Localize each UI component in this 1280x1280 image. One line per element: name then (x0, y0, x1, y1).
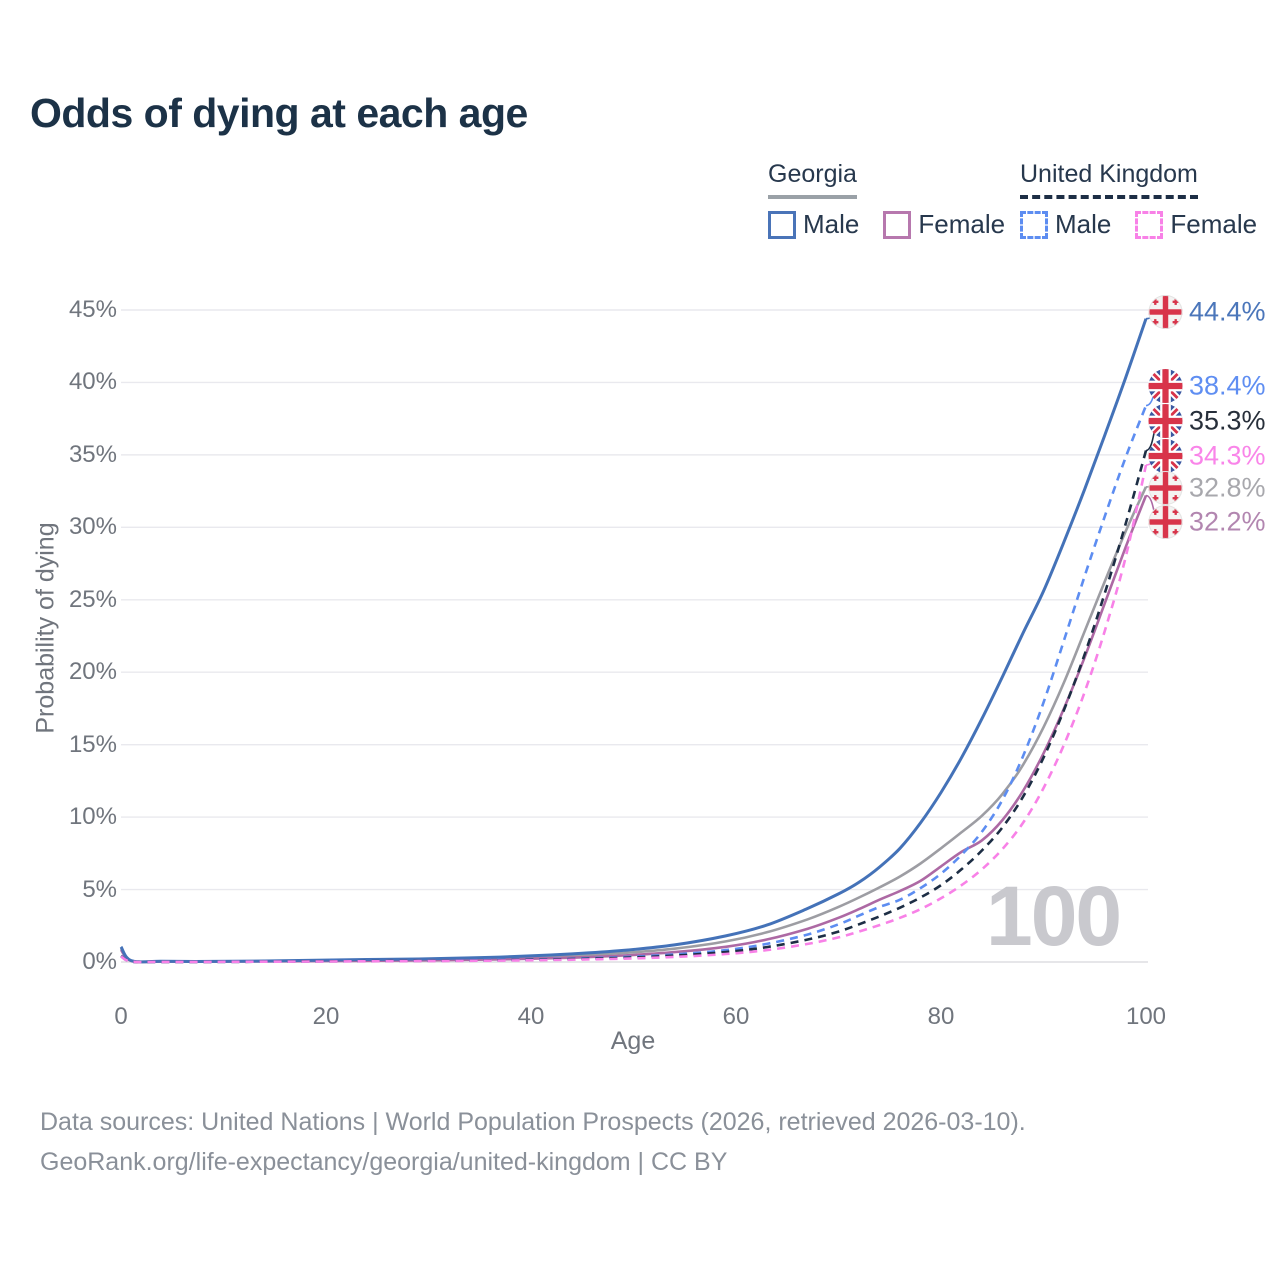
legend-items-uk: Male Female (1020, 209, 1257, 240)
georgia-flag-icon (1148, 470, 1183, 506)
uk-flag-icon (1148, 368, 1183, 404)
x-axis-title: Age (610, 1027, 656, 1055)
legend-items-georgia: Male Female (768, 209, 1005, 240)
y-tick-label: 45% (68, 295, 117, 323)
end-label-row-georgia-female: 32.2% (1148, 504, 1266, 540)
uk-flag-icon (1148, 403, 1183, 439)
end-label-value: 32.2% (1189, 506, 1266, 537)
series-line-united-kingdom-female (120, 464, 1148, 964)
georgia-flag-icon (1148, 504, 1183, 540)
series-line-georgia-male (119, 318, 1148, 964)
legend-swatch-uk-male (1020, 210, 1048, 239)
legend-label: Male (1055, 209, 1112, 239)
footer-data-sources: Data sources: United Nations | World Pop… (40, 1108, 1026, 1136)
end-label-row-georgia-overall: 32.8% (1148, 470, 1266, 506)
legend-group-uk: United Kingdom Male Female (1020, 160, 1257, 240)
end-label-row-united-kingdom-male: 38.4% (1148, 368, 1266, 404)
y-tick-label: 0% (82, 948, 117, 975)
gridlines (121, 309, 1148, 963)
uk-flag-icon (1148, 438, 1183, 474)
y-tick-label: 25% (68, 585, 117, 613)
end-label-value: 38.4% (1189, 370, 1266, 401)
legend-label: Female (918, 209, 1006, 239)
x-tick-label: 80 (927, 1003, 955, 1030)
x-tick-label: 20 (312, 1003, 340, 1030)
legend-item-georgia-female[interactable]: Female (883, 209, 1005, 240)
legend-item-uk-male[interactable]: Male (1020, 209, 1111, 240)
y-tick-label: 30% (68, 513, 117, 541)
end-label-value: 34.3% (1189, 440, 1266, 471)
georgia-flag-icon (1148, 294, 1183, 330)
legend-swatch-georgia-male (768, 210, 796, 239)
legend-swatch-uk-female (1135, 210, 1164, 239)
legend-item-georgia-male[interactable]: Male (768, 209, 859, 240)
x-tick-label: 0 (114, 1003, 128, 1030)
y-tick-label: 5% (82, 875, 117, 903)
y-tick-label: 10% (68, 803, 117, 831)
legend-group-georgia: Georgia Male Female (768, 160, 1005, 240)
series-lines (119, 318, 1148, 964)
end-label-value: 44.4% (1189, 296, 1266, 327)
end-label-row-united-kingdom-female: 34.3% (1148, 438, 1266, 474)
legend-label: Male (803, 209, 860, 239)
y-tick-label: 15% (68, 730, 117, 758)
end-label-value: 35.3% (1189, 405, 1266, 436)
legend-group-title-georgia[interactable]: Georgia (768, 160, 857, 199)
x-tick-label: 40 (517, 1003, 545, 1030)
legend-swatch-georgia-female (883, 210, 912, 239)
y-axis-title: Probability of dying (31, 522, 60, 734)
end-label-value: 32.8% (1189, 472, 1266, 503)
legend-group-title-uk[interactable]: United Kingdom (1020, 160, 1198, 199)
end-label-row-united-kingdom-overall: 35.3% (1148, 403, 1266, 439)
y-tick-label: 35% (68, 440, 117, 468)
legend-item-uk-female[interactable]: Female (1135, 209, 1257, 240)
page-title: Odds of dying at each age (30, 90, 528, 136)
hover-age-watermark: 100 (986, 869, 1122, 963)
legend-label: Female (1170, 209, 1258, 239)
x-tick-label: 60 (722, 1003, 750, 1030)
y-tick-label: 40% (68, 368, 117, 396)
end-label-row-georgia-male: 44.4% (1148, 294, 1266, 330)
x-tick-label: 100 (1125, 1003, 1167, 1030)
y-tick-label: 20% (68, 658, 117, 686)
footer-attribution: GeoRank.org/life-expectancy/georgia/unit… (40, 1148, 728, 1176)
